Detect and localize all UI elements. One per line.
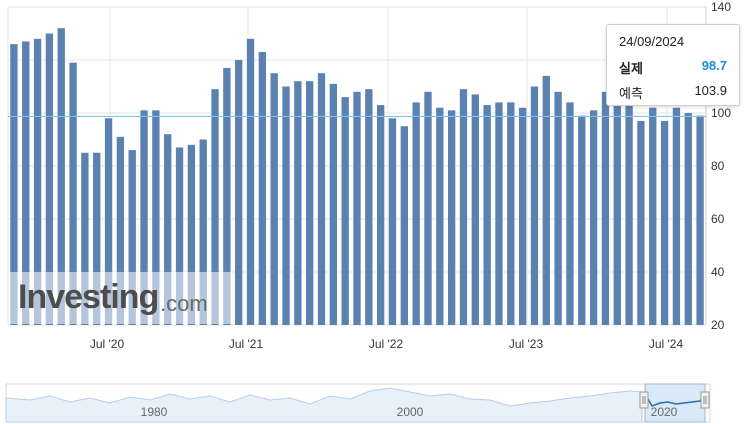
bar[interactable] bbox=[412, 102, 420, 326]
bar[interactable] bbox=[140, 110, 148, 325]
y-tick-label: 140 bbox=[711, 0, 731, 14]
x-tick-label: Jul '20 bbox=[90, 337, 125, 350]
bar[interactable] bbox=[211, 89, 219, 326]
bar[interactable] bbox=[93, 152, 101, 325]
tooltip-forecast-value: 103.9 bbox=[694, 83, 727, 98]
x-tick-label: Jul '21 bbox=[229, 337, 264, 350]
bar[interactable] bbox=[258, 52, 267, 326]
bar[interactable] bbox=[459, 89, 468, 326]
bar[interactable] bbox=[152, 110, 160, 325]
data-tooltip: 24/09/2024 실제 98.7 예측 103.9 bbox=[606, 24, 740, 106]
y-tick-label: 20 bbox=[711, 318, 725, 332]
bar[interactable] bbox=[164, 134, 172, 325]
tooltip-actual-value: 98.7 bbox=[701, 58, 727, 73]
bar[interactable] bbox=[294, 81, 302, 325]
bar[interactable] bbox=[128, 150, 136, 325]
bar[interactable] bbox=[388, 118, 397, 325]
navigator-right-handle[interactable] bbox=[700, 391, 710, 409]
tooltip-actual-label: 실제 bbox=[619, 61, 643, 76]
navigator-left-handle[interactable] bbox=[639, 391, 649, 409]
bar[interactable] bbox=[353, 91, 361, 325]
y-tick-label: 100 bbox=[711, 106, 731, 120]
bar[interactable] bbox=[187, 144, 196, 325]
tooltip-forecast-label: 예측 bbox=[619, 86, 643, 101]
bar-series[interactable] bbox=[10, 28, 704, 326]
y-tick-label: 60 bbox=[711, 212, 725, 226]
bar[interactable] bbox=[625, 102, 633, 326]
bar[interactable] bbox=[589, 110, 598, 325]
watermark-domain: .com bbox=[160, 291, 208, 316]
bar[interactable] bbox=[329, 83, 337, 325]
navigator-label-1980: 1980 bbox=[141, 405, 168, 419]
bar[interactable] bbox=[613, 83, 621, 325]
x-tick-label: Jul '23 bbox=[509, 337, 544, 350]
bar[interactable] bbox=[376, 105, 385, 325]
bar[interactable] bbox=[69, 62, 77, 326]
bar[interactable] bbox=[57, 28, 65, 325]
bar[interactable] bbox=[341, 97, 349, 325]
investing-watermark-logo: Investing .com bbox=[10, 272, 232, 324]
y-tick-label: 40 bbox=[711, 265, 725, 279]
bar[interactable] bbox=[684, 113, 692, 325]
tooltip-actual-row: 실제 98.7 bbox=[619, 58, 727, 77]
bar[interactable] bbox=[637, 120, 645, 325]
bar[interactable] bbox=[33, 38, 42, 326]
bar[interactable] bbox=[424, 91, 432, 325]
bar[interactable] bbox=[104, 118, 113, 325]
bar[interactable] bbox=[436, 107, 444, 325]
watermark-brand: Investing bbox=[18, 278, 159, 316]
bar[interactable] bbox=[282, 86, 290, 326]
bar[interactable] bbox=[530, 86, 539, 326]
bar[interactable] bbox=[507, 102, 515, 326]
bar[interactable] bbox=[365, 89, 373, 326]
bar[interactable] bbox=[175, 147, 184, 325]
navigator-label-2000: 2000 bbox=[397, 405, 424, 419]
bar[interactable] bbox=[270, 73, 278, 325]
bar[interactable] bbox=[554, 91, 562, 325]
bar[interactable] bbox=[649, 107, 657, 325]
x-tick-label: Jul '24 bbox=[649, 337, 684, 350]
x-axis: Jul '20 Jul '21 Jul '22 Jul '23 Jul '24 bbox=[90, 337, 684, 350]
tooltip-date: 24/09/2024 bbox=[619, 34, 685, 49]
bar[interactable] bbox=[235, 60, 243, 325]
bar[interactable] bbox=[471, 94, 479, 325]
bar[interactable] bbox=[199, 139, 207, 326]
bar[interactable] bbox=[116, 136, 125, 325]
bar[interactable] bbox=[45, 33, 54, 326]
bar[interactable] bbox=[10, 44, 18, 325]
navigator-selected-series bbox=[644, 393, 706, 407]
bar[interactable] bbox=[672, 107, 681, 325]
bar[interactable] bbox=[81, 152, 89, 325]
bar[interactable] bbox=[495, 102, 503, 326]
tooltip-forecast-row: 예측 103.9 bbox=[619, 83, 727, 102]
x-tick-label: Jul '22 bbox=[369, 337, 404, 350]
bar[interactable] bbox=[566, 102, 574, 326]
bar[interactable] bbox=[601, 91, 610, 325]
bar[interactable] bbox=[22, 41, 30, 325]
bar[interactable] bbox=[578, 115, 586, 326]
bar[interactable] bbox=[660, 120, 669, 325]
bar[interactable] bbox=[306, 81, 314, 325]
bar[interactable] bbox=[223, 67, 231, 325]
range-navigator[interactable]: 1980 2000 2020 bbox=[0, 376, 748, 424]
bar[interactable] bbox=[246, 38, 255, 326]
bar[interactable] bbox=[317, 73, 326, 325]
bar[interactable] bbox=[696, 115, 704, 326]
bar[interactable] bbox=[400, 126, 408, 325]
bar[interactable] bbox=[518, 107, 527, 325]
navigator-label-2020: 2020 bbox=[651, 405, 678, 419]
y-tick-label: 80 bbox=[711, 159, 725, 173]
navigator-series-area bbox=[5, 387, 643, 423]
bar[interactable] bbox=[447, 110, 456, 325]
bar[interactable] bbox=[542, 75, 550, 326]
bar[interactable] bbox=[483, 105, 491, 325]
